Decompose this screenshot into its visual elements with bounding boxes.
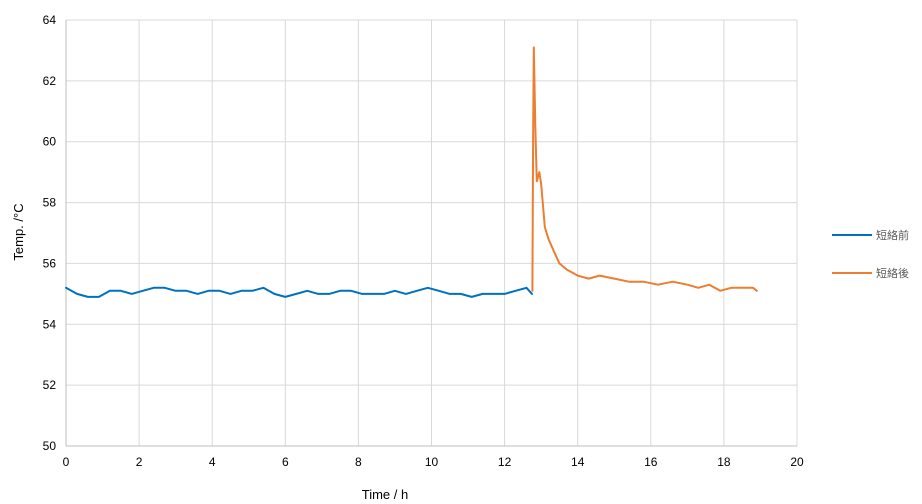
x-tick-label: 18 (717, 455, 731, 469)
y-tick-label: 52 (43, 378, 57, 392)
series-lines (65, 46, 758, 298)
x-tick-label: 2 (136, 455, 143, 469)
tick-labels: 0 2 4 6 8 10 12 14 16 18 20 50 52 54 56 58 60 62 64 (43, 13, 804, 469)
x-tick-label: 16 (644, 455, 658, 469)
legend-label-1: 短絡前 (876, 228, 909, 242)
x-tick-label: 6 (282, 455, 289, 469)
x-tick-label: 4 (209, 455, 216, 469)
y-tick-label: 58 (43, 196, 57, 210)
x-tick-label: 8 (355, 455, 362, 469)
x-tick-label: 20 (790, 455, 804, 469)
series-line-2 (531, 46, 758, 292)
x-tick-label: 0 (63, 455, 70, 469)
x-axis-title: Time / h (362, 487, 408, 502)
y-tick-label: 60 (43, 135, 57, 149)
x-tick-label: 14 (571, 455, 585, 469)
x-tick-label: 12 (498, 455, 512, 469)
y-axis-title: Temp. /°C (11, 203, 26, 260)
series-line-1 (65, 286, 533, 298)
x-tick-label: 10 (425, 455, 439, 469)
plot-area (65, 20, 797, 447)
y-tick-label: 50 (43, 439, 57, 453)
legend-label-2: 短絡後 (876, 266, 909, 280)
y-tick-label: 56 (43, 256, 57, 270)
grid (65, 19, 798, 447)
y-tick-label: 54 (43, 317, 57, 331)
y-tick-label: 64 (43, 13, 57, 27)
y-tick-label: 62 (43, 74, 57, 88)
